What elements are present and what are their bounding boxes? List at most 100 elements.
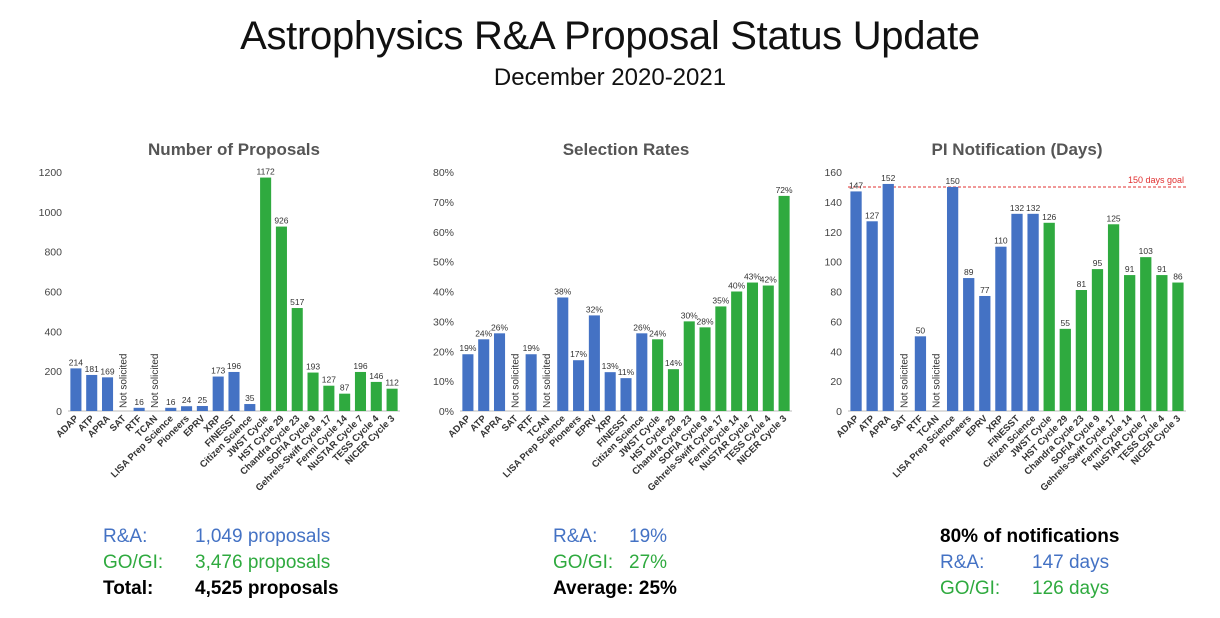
data-label-nicer-cycle-3: 72%	[776, 185, 793, 195]
bar-eprv	[588, 315, 600, 411]
summary-row-total: Total: 4,525 proposals	[103, 576, 339, 602]
data-label-sofia-cycle-9: 193	[306, 362, 320, 372]
y-tick-label: 80	[830, 287, 842, 299]
data-label-tess-cycle-4: 146	[369, 371, 383, 381]
chart-selection-rates: Selection Rates 0% 10% 20% 30% 40% 50% 60% 70% 80…	[433, 140, 793, 494]
bar-finesst	[1011, 213, 1023, 411]
bar-tess-cycle-4	[762, 285, 774, 411]
y-tick-label: 100	[824, 257, 842, 269]
y-tick-label: 60%	[433, 227, 454, 239]
data-label-nustar-cycle-7: 196	[353, 361, 367, 371]
y-tick-label: 1200	[39, 167, 63, 179]
bar-atp	[86, 374, 98, 411]
bar-citizen-science	[244, 404, 256, 411]
bar-sofia-cycle-9	[1091, 269, 1104, 411]
summary-row-ra: R&A: 1,049 proposals	[103, 524, 339, 550]
bar-hst-cycle-29	[1059, 328, 1071, 411]
summary-row-go: GO/GI: 27%	[553, 550, 677, 576]
bar-fermi-cycle-14	[731, 291, 743, 411]
summary-value: 1,049 proposals	[195, 526, 331, 547]
data-label-jwst-cycle: 126	[1042, 212, 1056, 222]
data-label-fermi-cycle-14: 40%	[728, 281, 745, 291]
bar-lisa-prep-science	[946, 186, 959, 411]
y-tick-label: 10%	[433, 376, 454, 388]
data-label-atp: 181	[85, 364, 99, 374]
data-label-citizen-science: 132	[1026, 203, 1040, 213]
bar-pioneers	[573, 360, 585, 411]
y-tick-label: 70%	[433, 197, 454, 209]
bar-nicer-cycle-3	[778, 195, 790, 411]
y-tick-label: 50%	[433, 257, 454, 269]
summary-value: 126 days	[1032, 578, 1110, 599]
data-label-rtf: 16	[134, 397, 144, 407]
y-tick-label: 120	[824, 227, 842, 239]
data-label-chandra-cycle-23: 30%	[681, 310, 698, 320]
summary-heading: 80% of notifications	[940, 526, 1120, 547]
summary-value: 3,476 proposals	[195, 552, 331, 573]
data-label-tcan: Not solicited	[932, 354, 943, 408]
bar-tess-cycle-4	[370, 381, 382, 411]
bar-xrp	[604, 372, 616, 411]
data-label-sofia-cycle-9: 28%	[697, 316, 714, 326]
data-label-apra: 169	[100, 366, 114, 376]
summary-label: R&A:	[103, 526, 148, 547]
data-label-pioneers: 89	[964, 267, 974, 277]
summary-pi-notification: 80% of notifications R&A: 147 days GO/GI:…	[940, 524, 1119, 602]
data-label-nicer-cycle-3: 86	[1173, 272, 1183, 282]
summary-value: 147 days	[1032, 552, 1110, 573]
data-label-gehrels-swift-cycle-17: 125	[1106, 213, 1120, 223]
bar-eprv	[196, 406, 208, 411]
bar-chandra-cycle-23	[683, 321, 695, 411]
data-label-nustar-cycle-7: 103	[1139, 246, 1153, 256]
bar-nustar-cycle-7	[354, 371, 367, 411]
data-label-eprv: 25	[198, 395, 208, 405]
data-label-sofia-cycle-9: 95	[1093, 258, 1103, 268]
y-tick-label: 0%	[439, 406, 454, 418]
data-label-atp: 127	[865, 210, 879, 220]
data-label-sat: Not solicited	[118, 354, 129, 408]
chart-pi-notification: PI Notification (Days) 0 20 40 60 80 100 120 140…	[824, 140, 1186, 494]
summary-selection-rates: R&A: 19% GO/GI: 27% Average: 25%	[553, 524, 677, 602]
data-label-lisa-prep-science: 150	[946, 176, 960, 186]
bar-atp	[478, 339, 490, 411]
summary-value: 19%	[629, 526, 668, 547]
data-label-adap: 214	[69, 357, 83, 367]
bar-xrp	[212, 376, 224, 411]
data-label-nustar-cycle-7: 43%	[744, 272, 761, 282]
bar-pioneers	[181, 406, 193, 411]
y-tick-label: 1000	[39, 207, 63, 219]
bar-rtf	[914, 336, 927, 411]
y-tick-label: 800	[44, 247, 62, 259]
data-label-nicer-cycle-3: 112	[385, 378, 399, 388]
data-label-hst-cycle-29: 55	[1061, 318, 1071, 328]
page-subtitle: December 2020-2021	[493, 64, 727, 91]
bar-adap	[850, 191, 862, 411]
data-label-gehrels-swift-cycle-17: 35%	[712, 295, 729, 305]
bar-atp	[866, 221, 878, 411]
bar-hst-cycle-29	[275, 226, 287, 411]
bar-adap	[70, 368, 82, 411]
y-tick-label: 40	[830, 346, 842, 358]
summary-label: Total:	[103, 578, 154, 599]
data-label-chandra-cycle-23: 517	[290, 297, 304, 307]
bar-lisa-prep-science	[557, 297, 569, 411]
bar-chandra-cycle-23	[1075, 290, 1088, 411]
bar-rtf	[525, 354, 537, 411]
chart-title: Selection Rates	[563, 140, 690, 159]
data-label-adap: 19%	[459, 343, 476, 353]
bar-tess-cycle-4	[1156, 275, 1168, 411]
data-label-apra: 26%	[491, 322, 508, 332]
data-label-tess-cycle-4: 91	[1157, 264, 1167, 274]
bar-lisa-prep-science	[165, 407, 177, 411]
chart-title: Number of Proposals	[148, 140, 320, 159]
data-label-chandra-cycle-23: 81	[1077, 279, 1087, 289]
data-label-xrp: 13%	[602, 361, 619, 371]
y-tick-label: 0	[56, 406, 62, 418]
data-label-tcan: Not solicited	[542, 354, 553, 408]
y-tick-label: 600	[44, 287, 62, 299]
summary-row-average: Average: 25%	[553, 576, 677, 602]
data-label-jwst-cycle: 24%	[649, 328, 666, 338]
y-tick-label: 40%	[433, 287, 454, 299]
bar-pioneers	[963, 278, 975, 411]
bar-apra	[882, 183, 894, 411]
